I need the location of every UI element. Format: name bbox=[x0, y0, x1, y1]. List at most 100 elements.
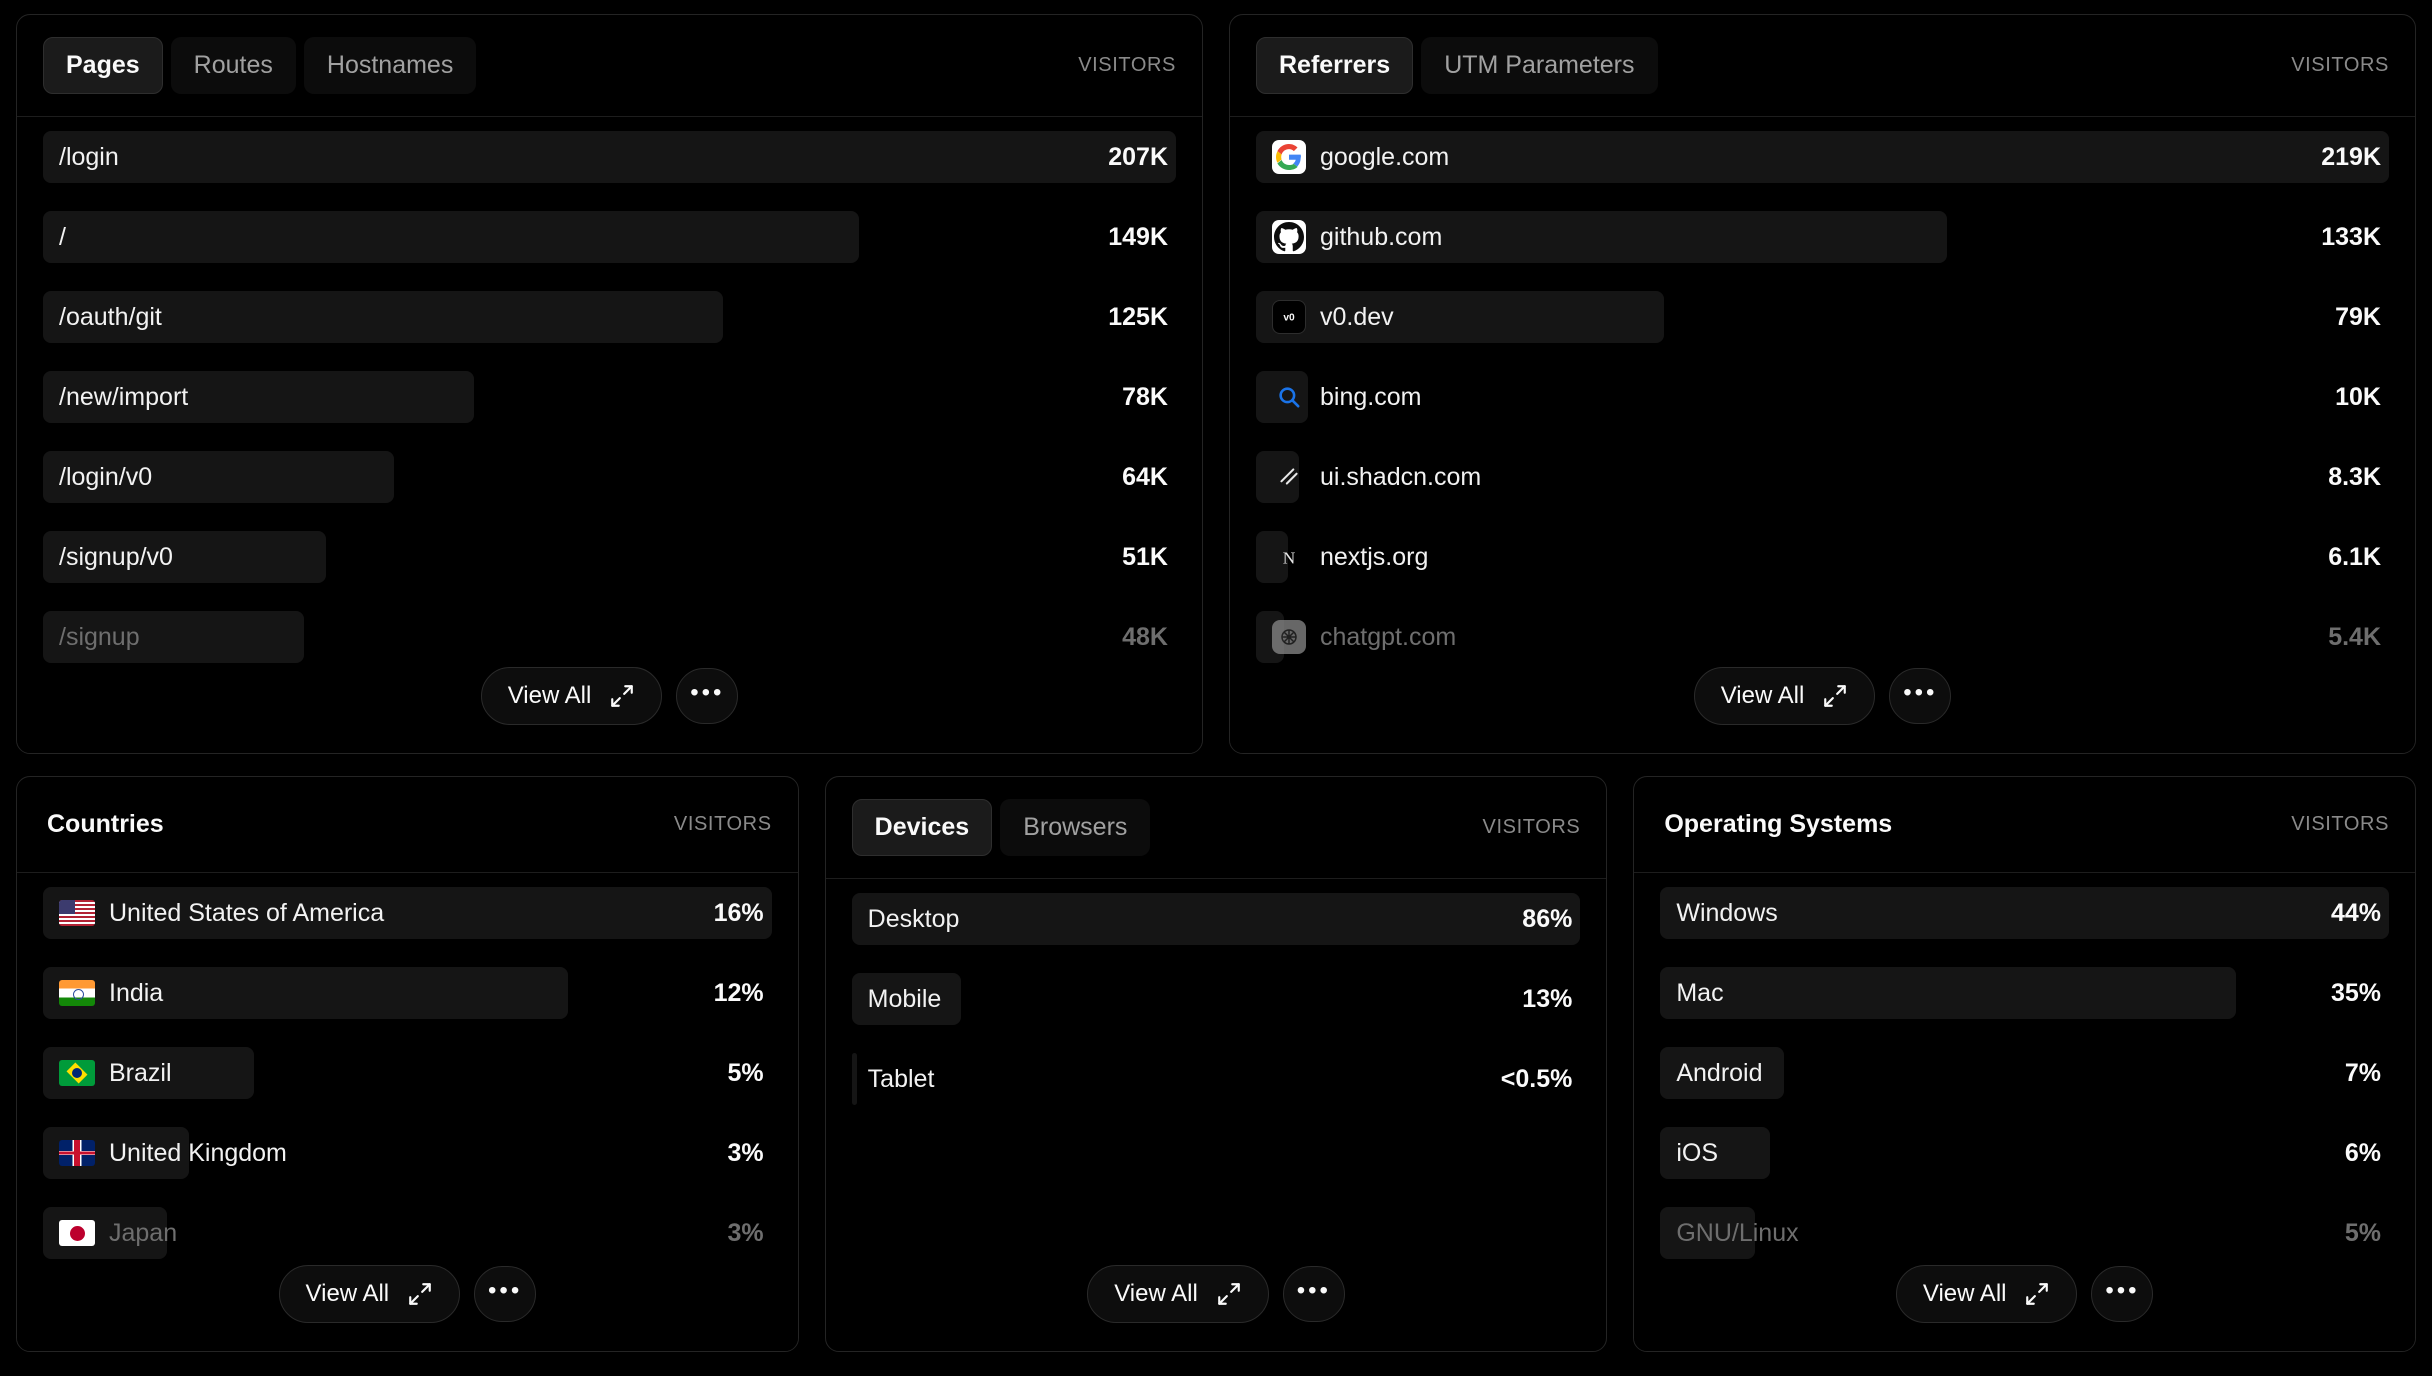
list-item-label: /new/import bbox=[59, 382, 189, 411]
list-item-value: 44% bbox=[2330, 898, 2382, 927]
list-item[interactable]: chatgpt.com 5.4K bbox=[1256, 611, 2389, 663]
list-item[interactable]: /login 207K bbox=[43, 131, 1176, 183]
github-icon bbox=[1272, 220, 1306, 254]
more-options-button[interactable]: ••• bbox=[676, 668, 739, 724]
list-item-label-wrap: Brazil bbox=[43, 1059, 172, 1088]
view-all-button[interactable]: View All bbox=[480, 667, 663, 725]
list-item-label: chatgpt.com bbox=[1320, 622, 1457, 651]
list-item[interactable]: bing.com 10K bbox=[1256, 371, 2389, 423]
tab-referrers[interactable]: Referrers bbox=[1256, 37, 1414, 94]
more-options-button[interactable]: ••• bbox=[1282, 1266, 1345, 1322]
tab-devices[interactable]: Devices bbox=[851, 799, 993, 856]
list-item[interactable]: Windows 44% bbox=[1660, 887, 2390, 939]
list-item[interactable]: Android 7% bbox=[1660, 1047, 2389, 1099]
countries-metric-label: VISITORS bbox=[673, 813, 772, 835]
list-item[interactable]: United States of America 16% bbox=[43, 887, 772, 939]
nextjs-icon: N bbox=[1272, 540, 1306, 574]
shadcn-icon bbox=[1272, 460, 1306, 494]
referrers-card-header: Referrers UTM Parameters VISITORS bbox=[1230, 15, 2415, 117]
list-item-label-wrap: google.com bbox=[1256, 140, 1449, 174]
bar-fill bbox=[851, 973, 961, 1025]
more-options-button[interactable]: ••• bbox=[474, 1266, 537, 1322]
list-item[interactable]: Mac 35% bbox=[1660, 967, 2389, 1019]
expand-diagonal-icon bbox=[1216, 1281, 1242, 1307]
list-item-label: United States of America bbox=[109, 898, 385, 927]
devices-card-header: Devices Browsers VISITORS bbox=[825, 777, 1607, 879]
view-all-label: View All bbox=[1922, 1280, 2007, 1307]
list-item-label-wrap: v0 v0.dev bbox=[1256, 300, 1394, 334]
devices-card: Devices Browsers VISITORS Desktop 86% Mo… bbox=[824, 776, 1608, 1352]
list-item-label-wrap: India bbox=[43, 979, 163, 1008]
bar-fill bbox=[1256, 531, 1288, 583]
list-item-label-wrap: N nextjs.org bbox=[1256, 540, 1429, 574]
view-all-button[interactable]: View All bbox=[278, 1265, 461, 1323]
list-item-value: 12% bbox=[713, 978, 764, 1007]
bar-fill bbox=[1660, 887, 2390, 939]
more-options-button[interactable]: ••• bbox=[1889, 668, 1952, 724]
flag-br-icon bbox=[59, 1060, 95, 1086]
list-item-value: <0.5% bbox=[1500, 1064, 1573, 1093]
list-item[interactable]: GNU/Linux 5% bbox=[1660, 1207, 2389, 1259]
list-item-value: 7% bbox=[2344, 1058, 2382, 1087]
referrers-card-actions: View All ••• bbox=[1230, 667, 2415, 725]
list-item[interactable]: google.com 219K bbox=[1256, 131, 2389, 183]
list-item-value: 6% bbox=[2344, 1138, 2382, 1167]
list-item-label: iOS bbox=[1676, 1138, 1719, 1167]
list-item[interactable]: Japan 3% bbox=[43, 1207, 772, 1259]
list-item-label: /login/v0 bbox=[59, 462, 153, 491]
expand-diagonal-icon bbox=[407, 1281, 433, 1307]
list-item-label: / bbox=[59, 222, 66, 251]
list-item[interactable]: N nextjs.org 6.1K bbox=[1256, 531, 2389, 583]
list-item[interactable]: ui.shadcn.com 8.3K bbox=[1256, 451, 2389, 503]
view-all-button[interactable]: View All bbox=[1895, 1265, 2078, 1323]
bar-fill bbox=[1660, 1047, 1785, 1099]
list-item-label: India bbox=[109, 978, 164, 1007]
tab-routes[interactable]: Routes bbox=[170, 37, 296, 94]
list-item[interactable]: iOS 6% bbox=[1660, 1127, 2389, 1179]
flag-gb-icon bbox=[59, 1140, 95, 1166]
bar-fill bbox=[1256, 211, 1948, 263]
view-all-button[interactable]: View All bbox=[1087, 1265, 1269, 1323]
tab-pages[interactable]: Pages bbox=[43, 37, 163, 94]
bar-fill bbox=[1256, 291, 1664, 343]
list-item[interactable]: v0 v0.dev 79K bbox=[1256, 291, 2389, 343]
bing-icon bbox=[1272, 380, 1306, 414]
list-item-label: Windows bbox=[1676, 898, 1778, 927]
tab-hostnames[interactable]: Hostnames bbox=[303, 37, 477, 94]
ellipsis-icon: ••• bbox=[2105, 1277, 2140, 1304]
list-item[interactable]: Brazil 5% bbox=[43, 1047, 772, 1099]
tab-browsers[interactable]: Browsers bbox=[1000, 799, 1151, 856]
more-options-button[interactable]: ••• bbox=[2091, 1266, 2154, 1322]
os-card-actions: View All ••• bbox=[1634, 1265, 2415, 1323]
list-item-label: github.com bbox=[1320, 222, 1443, 251]
list-item[interactable]: github.com 133K bbox=[1256, 211, 2389, 263]
list-item[interactable]: / 149K bbox=[43, 211, 1176, 263]
list-item[interactable]: Tablet <0.5% bbox=[851, 1053, 1581, 1105]
list-item[interactable]: /new/import 78K bbox=[43, 371, 1176, 423]
list-item[interactable]: /oauth/git 125K bbox=[43, 291, 1176, 343]
list-item[interactable]: /signup 48K bbox=[43, 611, 1176, 663]
bar-fill bbox=[851, 1053, 857, 1105]
list-item-label: Mobile bbox=[867, 984, 942, 1013]
list-item-value: 13% bbox=[1522, 984, 1573, 1013]
tab-utm-parameters[interactable]: UTM Parameters bbox=[1421, 37, 1658, 94]
bar-fill bbox=[1660, 1207, 1756, 1259]
list-item-value: 5.4K bbox=[2328, 622, 2381, 651]
list-item-label: GNU/Linux bbox=[1676, 1218, 1799, 1247]
list-item[interactable]: Desktop 86% bbox=[851, 893, 1581, 945]
bar-fill bbox=[43, 131, 1176, 183]
svg-text:N: N bbox=[1283, 549, 1296, 568]
pages-card: Pages Routes Hostnames VISITORS /login 2… bbox=[16, 14, 1203, 754]
list-item-value: 133K bbox=[2321, 222, 2381, 251]
ellipsis-icon: ••• bbox=[690, 679, 725, 706]
list-item-label: ui.shadcn.com bbox=[1320, 462, 1482, 491]
list-item[interactable]: /login/v0 64K bbox=[43, 451, 1176, 503]
bar-fill bbox=[43, 291, 723, 343]
list-item[interactable]: Mobile 13% bbox=[851, 973, 1581, 1025]
view-all-button[interactable]: View All bbox=[1693, 667, 1876, 725]
list-item-label-wrap: bing.com bbox=[1256, 380, 1421, 414]
list-item[interactable]: /signup/v0 51K bbox=[43, 531, 1176, 583]
list-item[interactable]: India 12% bbox=[43, 967, 772, 1019]
list-item[interactable]: United Kingdom 3% bbox=[43, 1127, 772, 1179]
